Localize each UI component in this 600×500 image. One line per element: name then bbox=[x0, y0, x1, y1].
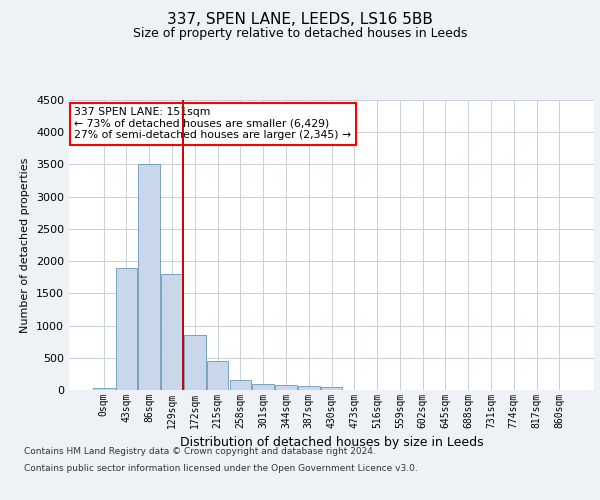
Bar bbox=[116, 268, 137, 390]
Bar bbox=[253, 384, 274, 390]
Bar bbox=[207, 361, 229, 390]
Text: 337 SPEN LANE: 151sqm
← 73% of detached houses are smaller (6,429)
27% of semi-d: 337 SPEN LANE: 151sqm ← 73% of detached … bbox=[74, 108, 352, 140]
Bar bbox=[298, 386, 320, 390]
Bar bbox=[139, 164, 160, 390]
Text: Size of property relative to detached houses in Leeds: Size of property relative to detached ho… bbox=[133, 28, 467, 40]
Bar bbox=[161, 274, 183, 390]
Bar bbox=[275, 385, 297, 390]
X-axis label: Distribution of detached houses by size in Leeds: Distribution of detached houses by size … bbox=[179, 436, 484, 450]
Y-axis label: Number of detached properties: Number of detached properties bbox=[20, 158, 31, 332]
Text: Contains public sector information licensed under the Open Government Licence v3: Contains public sector information licen… bbox=[24, 464, 418, 473]
Bar bbox=[320, 387, 343, 390]
Bar bbox=[230, 380, 251, 390]
Text: 337, SPEN LANE, LEEDS, LS16 5BB: 337, SPEN LANE, LEEDS, LS16 5BB bbox=[167, 12, 433, 28]
Bar bbox=[184, 335, 206, 390]
Text: Contains HM Land Registry data © Crown copyright and database right 2024.: Contains HM Land Registry data © Crown c… bbox=[24, 448, 376, 456]
Bar bbox=[93, 388, 115, 390]
